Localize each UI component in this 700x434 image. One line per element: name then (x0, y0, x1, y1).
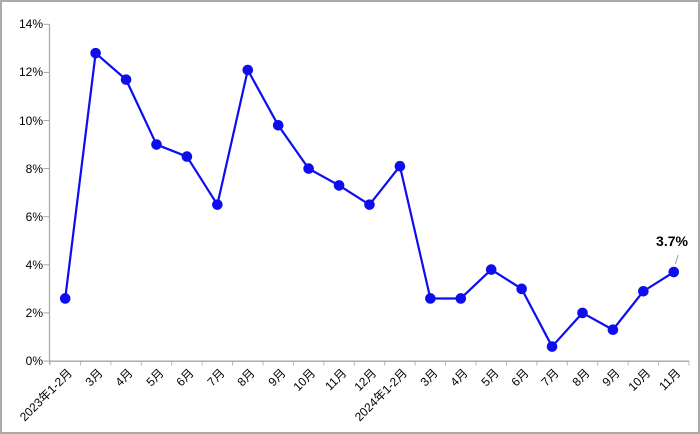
data-label-leader-line (674, 254, 679, 265)
y-axis-tick-label: 0% (25, 354, 43, 368)
data-point-marker (333, 180, 345, 191)
data-point-marker (425, 293, 436, 304)
data-point-marker (394, 160, 406, 172)
data-point-marker (364, 199, 375, 210)
data-point-marker (272, 120, 284, 131)
y-axis-tick-label: 2% (25, 305, 43, 320)
y-axis-tick-label: 4% (25, 257, 43, 272)
data-point-marker (303, 163, 314, 174)
data-point-marker (485, 264, 497, 275)
data-point-marker (546, 341, 558, 352)
data-point-marker (151, 139, 162, 150)
data-point-marker (212, 199, 223, 210)
data-point-marker (607, 324, 619, 336)
y-axis-tick-label: 6% (25, 209, 43, 224)
last-point-data-label: 3.7% (656, 233, 688, 249)
data-point-marker (577, 307, 588, 319)
data-point-marker (90, 47, 101, 59)
data-point-marker (59, 293, 71, 304)
data-point-marker (668, 266, 680, 278)
y-axis-tick-label: 14% (18, 17, 43, 32)
data-point-marker (638, 285, 649, 297)
y-axis-tick-label: 8% (25, 161, 43, 176)
data-point-marker (242, 64, 254, 76)
data-point-marker (120, 74, 132, 85)
y-axis-tick-label: 10% (18, 113, 43, 128)
data-point-marker (516, 283, 527, 295)
data-point-marker (181, 151, 193, 162)
data-point-marker (455, 293, 467, 304)
y-axis-tick-label: 12% (18, 65, 43, 80)
